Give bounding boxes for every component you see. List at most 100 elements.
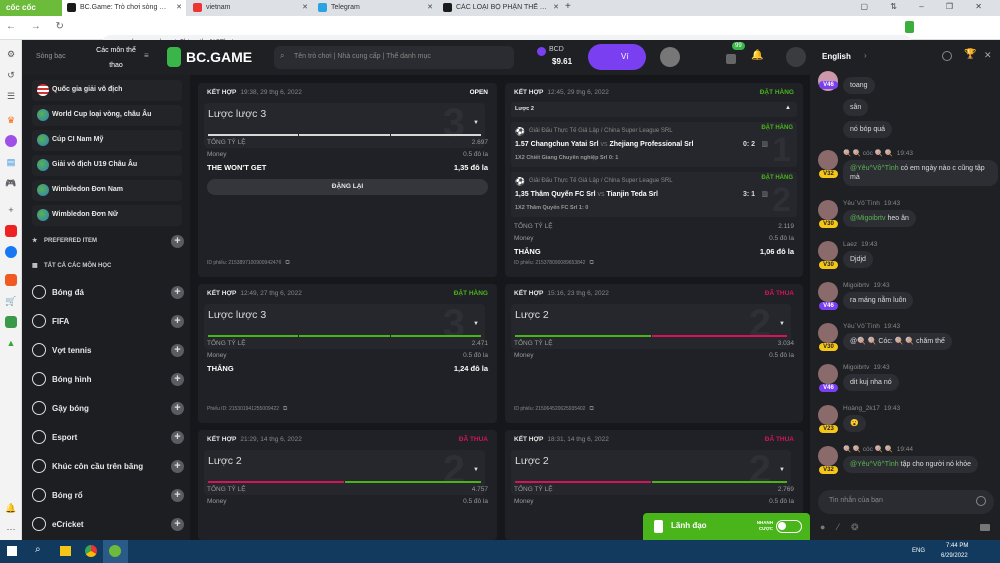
windows-start-icon[interactable] [7, 546, 17, 556]
mention[interactable]: @Migoibrtv [850, 215, 886, 222]
language-select[interactable]: English [822, 52, 851, 61]
currency-select[interactable]: BCD [549, 46, 564, 53]
sports-tab[interactable]: Các môn thể thao [96, 47, 136, 69]
mention[interactable]: @Yêu^Vô^Tình [850, 461, 899, 468]
close-chat-icon[interactable]: ✕ [984, 50, 992, 60]
chat-username[interactable]: Yêu`Vô`Tình 19:43 [843, 200, 900, 208]
gif-icon[interactable] [980, 524, 990, 531]
chat-username[interactable]: 🍭 🍭 cóc 🍭 🍭 19:43 [843, 150, 913, 158]
sport-item[interactable]: Bóng rổ + [32, 486, 184, 506]
league-item[interactable]: Quốc gia giải vô địch [32, 80, 182, 101]
chat-username[interactable]: Yêu`Vô`Tình 19:43 [843, 323, 900, 331]
add-sport-button[interactable]: + [171, 402, 184, 415]
add-preferred-button[interactable]: + [171, 235, 184, 248]
copy-icon[interactable]: ⧉ [283, 406, 288, 412]
user-avatar[interactable] [818, 200, 838, 220]
avatar[interactable] [660, 47, 680, 67]
chat-input[interactable]: Tin nhắn của bạn [818, 490, 994, 514]
chart-icon[interactable]: ▤ [6, 157, 16, 167]
quick-bet-toggle[interactable] [776, 520, 802, 533]
leader-bar[interactable]: Lãnh đạo NHANH CƯỢC [643, 513, 810, 540]
download-icon[interactable] [905, 21, 914, 33]
bell-icon[interactable]: 🔔 [751, 50, 764, 61]
chrome-icon[interactable] [85, 545, 97, 557]
copy-icon[interactable]: ⧉ [285, 260, 290, 266]
user-avatar[interactable] [818, 446, 838, 466]
add-sport-button[interactable]: + [171, 344, 184, 357]
user-avatar[interactable] [818, 405, 838, 425]
shop-icon[interactable]: 🛒 [5, 296, 17, 306]
clock-date[interactable]: 6/29/2022 [941, 553, 968, 559]
league-item[interactable]: Wimbledon Đơn Nam [32, 180, 182, 201]
add-sport-button[interactable]: + [171, 315, 184, 328]
settings-icon[interactable]: ⚙ [6, 49, 16, 59]
hat-icon[interactable]: ▲ [6, 338, 16, 348]
search-icon[interactable]: ⌕ [35, 544, 41, 555]
selection-box[interactable]: 3 Lược lược 3 ▼ [204, 304, 485, 349]
language-indicator[interactable]: ENG [912, 548, 926, 554]
chat-icon[interactable] [786, 47, 806, 67]
add-sport-button[interactable]: + [171, 518, 184, 531]
sport-item[interactable]: Vợt tennis + [32, 341, 184, 361]
search-input[interactable]: Tên trò chơi | Nhà cung cấp | Thể danh m… [274, 46, 514, 69]
messenger-icon[interactable] [5, 135, 17, 147]
add-sport-button[interactable]: + [171, 286, 184, 299]
chevron-down-icon[interactable]: ▼ [779, 467, 785, 473]
chat-username[interactable]: Migoibrtv 19:43 [843, 282, 890, 290]
bell-icon[interactable]: 🔔 [5, 503, 17, 513]
menu-icon[interactable]: ≡ [144, 51, 149, 60]
chevron-down-icon[interactable]: ▼ [473, 120, 479, 126]
coccoc-taskbar-icon[interactable] [103, 540, 128, 563]
add-icon[interactable]: + [8, 205, 14, 215]
user-avatar[interactable] [818, 282, 838, 302]
rebet-button[interactable]: ĐẶNG LẠI [207, 179, 488, 195]
close-tab-icon[interactable]: ✕ [176, 4, 182, 11]
chevron-down-icon[interactable]: ▼ [473, 467, 479, 473]
nav-buttons[interactable]: ← → ↻ [6, 21, 70, 32]
emoji-icon[interactable] [976, 496, 986, 506]
chevron-down-icon[interactable]: ▼ [473, 321, 479, 327]
casino-tab[interactable]: Sòng bạc [36, 53, 66, 60]
wallet-button[interactable]: Ví [588, 44, 646, 70]
mention[interactable]: @Yêu^Vô^Tình [850, 165, 899, 172]
sport-item[interactable]: Bóng đá + [32, 283, 184, 303]
file-explorer-icon[interactable] [60, 546, 71, 556]
selection-box[interactable]: 2 Lược 2 ▼ [204, 450, 485, 495]
chat-username[interactable]: Laez 19:43 [843, 241, 877, 249]
chat-username[interactable]: Migoibrtv 19:43 [843, 364, 890, 372]
copy-icon[interactable]: ⧉ [589, 406, 594, 412]
selection-box[interactable]: 3 Lược lược 3 ▼ [204, 103, 485, 148]
bcgame-logo[interactable]: BC.GAME [186, 49, 253, 65]
clock-time[interactable]: 7:44 PM [946, 543, 969, 549]
sport-item[interactable]: eCricket + [32, 515, 184, 535]
crown-icon[interactable]: ♛ [6, 115, 16, 125]
browser-tab[interactable]: vietnam ✕ [188, 0, 312, 16]
app-icon[interactable] [5, 274, 17, 286]
add-sport-button[interactable]: + [171, 460, 184, 473]
copy-icon[interactable]: ⧉ [589, 260, 594, 266]
chevron-down-icon[interactable]: ▼ [779, 321, 785, 327]
notes-icon[interactable]: ☰ [6, 91, 16, 101]
info-icon[interactable] [942, 51, 952, 61]
league-item[interactable]: Wimbledon Đơn Nữ [32, 205, 182, 226]
game-icon[interactable]: 🎮 [5, 178, 17, 188]
user-avatar[interactable] [818, 241, 838, 261]
user-avatar[interactable] [818, 323, 838, 343]
trophy-icon[interactable]: 🏆 [964, 49, 977, 60]
sport-item[interactable]: FIFA + [32, 312, 184, 332]
sport-item[interactable]: Khúc côn cầu trên băng + [32, 457, 184, 477]
new-tab-button[interactable]: + [565, 1, 571, 12]
add-sport-button[interactable]: + [171, 373, 184, 386]
browser-tab[interactable]: CÁC LOẠI BỘ PHẬN THẾ THAO ✕ [438, 0, 563, 16]
more-icon[interactable]: ⋯ [6, 524, 16, 534]
close-tab-icon[interactable]: ✕ [427, 4, 433, 11]
league-item[interactable]: Cúp CI Nam Mỹ [32, 130, 182, 151]
add-sport-button[interactable]: + [171, 489, 184, 502]
youtube-icon[interactable] [5, 225, 17, 237]
sport-item[interactable]: Esport + [32, 428, 184, 448]
league-item[interactable]: Giải vô địch U19 Châu Âu [32, 155, 182, 176]
league-item[interactable]: World Cup loại vòng, châu Âu [32, 105, 182, 126]
stats-icon[interactable]: ▥ [761, 191, 768, 198]
sport-item[interactable]: Bóng hình + [32, 370, 184, 390]
facebook-icon[interactable] [5, 246, 17, 258]
